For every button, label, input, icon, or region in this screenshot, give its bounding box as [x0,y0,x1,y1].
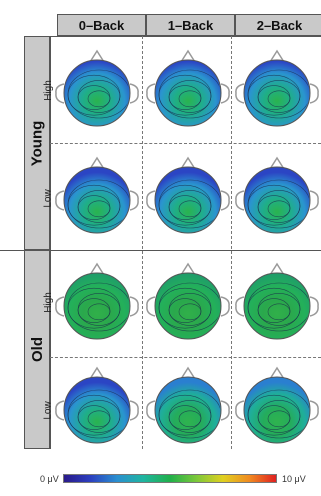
ear-outline [309,296,319,317]
topomap-old-high-0 [55,262,139,340]
ear-outline [129,83,139,104]
ear-outline [146,83,156,104]
ear-outline [129,296,139,317]
head-map [63,166,131,234]
row-divider [50,357,321,358]
colorbar-gradient [63,474,277,483]
ear-outline [235,83,245,104]
head-map [63,59,131,127]
topomap-grid [55,49,319,444]
contour-line [158,389,220,439]
ear-outline [55,400,65,421]
topomap-young-high-1 [146,49,230,127]
topomap-old-high-2 [235,262,319,340]
ear-outline [146,400,156,421]
contour-line [67,282,129,332]
ear-outline [220,296,230,317]
column-divider [231,36,232,449]
topomap-young-low-1 [146,156,230,234]
head-map [63,376,131,444]
contour-line [67,389,129,439]
contour-line [247,282,309,332]
nose-outline [269,156,285,170]
group-label-old: Old [24,250,50,449]
ear-outline [235,400,245,421]
nose-outline [269,262,285,276]
topomap-young-high-0 [55,49,139,127]
column-header-2-back: 2–Back [235,14,321,36]
ear-outline [146,296,156,317]
ear-outline [55,83,65,104]
ear-outline [220,190,230,211]
topomap-old-high-1 [146,262,230,340]
nose-outline [180,262,196,276]
contour-line [158,179,220,229]
ear-outline [220,83,230,104]
head-map [243,59,311,127]
ear-outline [235,296,245,317]
nose-outline [180,156,196,170]
head-map [243,376,311,444]
nose-outline [89,156,105,170]
topomap-young-high-2 [235,49,319,127]
row-divider [50,143,321,144]
column-divider [142,36,143,449]
head-map [63,272,131,340]
nose-outline [269,366,285,380]
ear-outline [129,400,139,421]
head-map [154,166,222,234]
topomap-old-low-2 [235,366,319,444]
contour-line [67,179,129,229]
ear-outline [55,190,65,211]
head-map [243,272,311,340]
nose-outline [180,49,196,63]
colorbar-min-label: 0 μV [40,474,59,484]
topomap-old-low-0 [55,366,139,444]
nose-outline [89,49,105,63]
group-divider [0,250,321,251]
ear-outline [129,190,139,211]
head-map [154,272,222,340]
head-map [154,376,222,444]
colorbar-max-label: 10 μV [282,474,306,484]
colorbar: 0 μV 10 μV [0,460,321,496]
contour-line [67,69,129,119]
grid-frame [50,36,321,449]
nose-outline [180,366,196,380]
ear-outline [309,190,319,211]
nose-outline [269,49,285,63]
column-header-0-back: 0–Back [57,14,146,36]
nose-outline [89,262,105,276]
contour-line [247,69,309,119]
ear-outline [309,83,319,104]
group-label-young: Young [24,36,50,250]
topomap-young-low-0 [55,156,139,234]
nose-outline [89,366,105,380]
topomap-old-low-1 [146,366,230,444]
topomap-young-low-2 [235,156,319,234]
ear-outline [55,296,65,317]
contour-line [158,282,220,332]
ear-outline [220,400,230,421]
column-header-1-back: 1–Back [146,14,235,36]
head-map [154,59,222,127]
contour-line [247,389,309,439]
ear-outline [309,400,319,421]
contour-line [158,69,220,119]
head-map [243,166,311,234]
contour-line [247,179,309,229]
ear-outline [235,190,245,211]
ear-outline [146,190,156,211]
